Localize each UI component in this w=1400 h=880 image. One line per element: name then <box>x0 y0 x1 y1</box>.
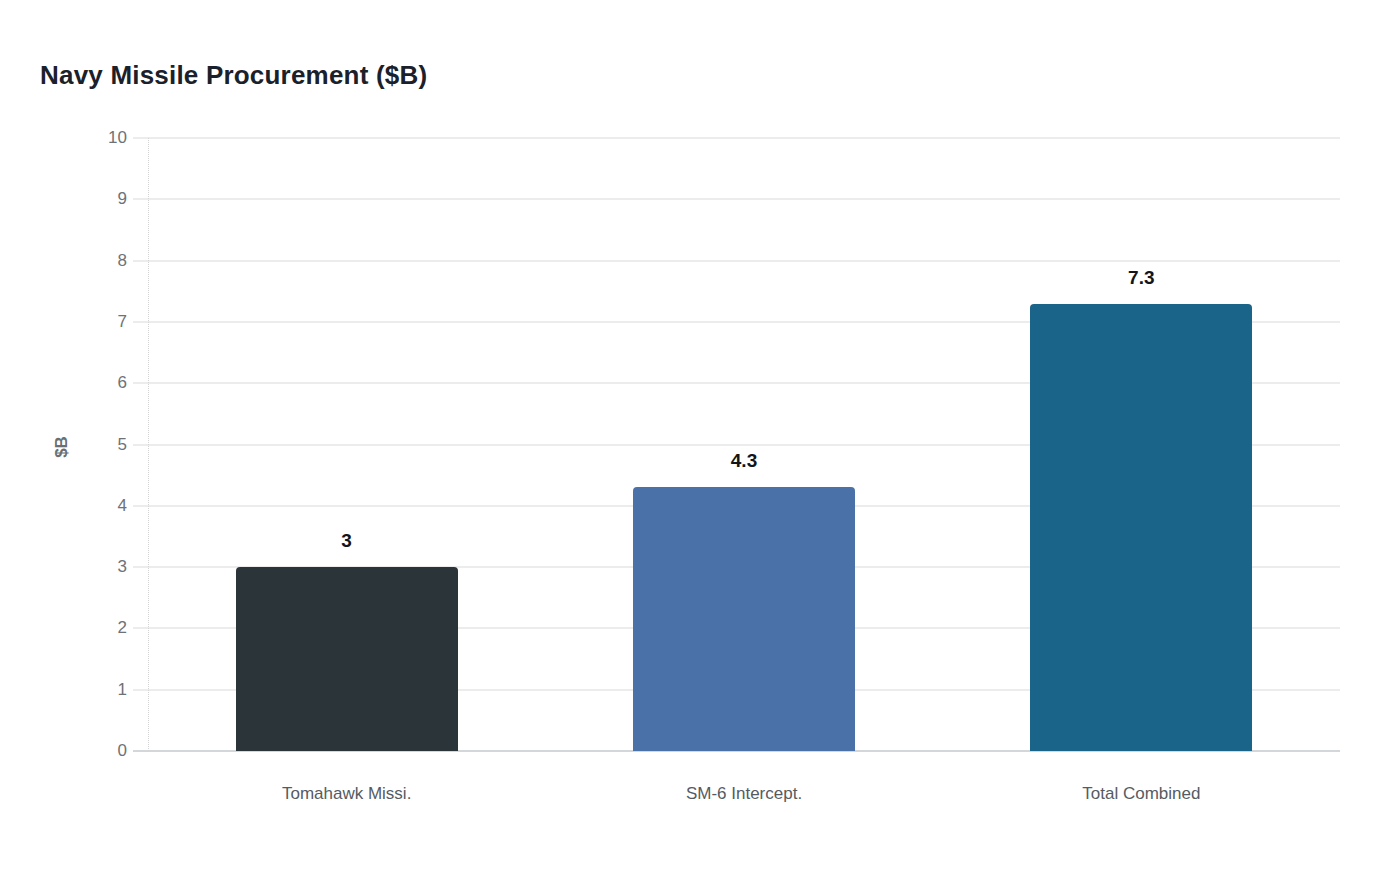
x-category-label: Total Combined <box>1082 784 1200 804</box>
y-axis-line <box>148 138 149 751</box>
gridline <box>133 198 1340 200</box>
bar-value-label: 4.3 <box>731 449 757 473</box>
y-tick-label: 9 <box>39 189 127 209</box>
bar-value-label: 3 <box>341 529 352 553</box>
y-tick-label: 1 <box>39 680 127 700</box>
bar <box>633 487 855 751</box>
y-tick-label: 5 <box>39 435 127 455</box>
bar <box>1030 304 1252 751</box>
bar <box>236 567 458 751</box>
chart-canvas: Navy Missile Procurement ($B) $B 0123456… <box>0 0 1400 880</box>
y-tick-label: 8 <box>39 251 127 271</box>
bar-value-label: 7.3 <box>1128 266 1154 290</box>
gridline <box>133 260 1340 262</box>
x-category-label: SM-6 Intercept. <box>686 784 802 804</box>
gridline <box>133 137 1340 139</box>
y-tick-label: 10 <box>39 128 127 148</box>
y-tick-label: 6 <box>39 373 127 393</box>
y-tick-label: 0 <box>39 741 127 761</box>
x-category-label: Tomahawk Missi. <box>282 784 411 804</box>
y-tick-label: 4 <box>39 496 127 516</box>
y-tick-label: 7 <box>39 312 127 332</box>
y-tick-label: 3 <box>39 557 127 577</box>
chart-title: Navy Missile Procurement ($B) <box>40 60 427 91</box>
y-tick-label: 2 <box>39 618 127 638</box>
